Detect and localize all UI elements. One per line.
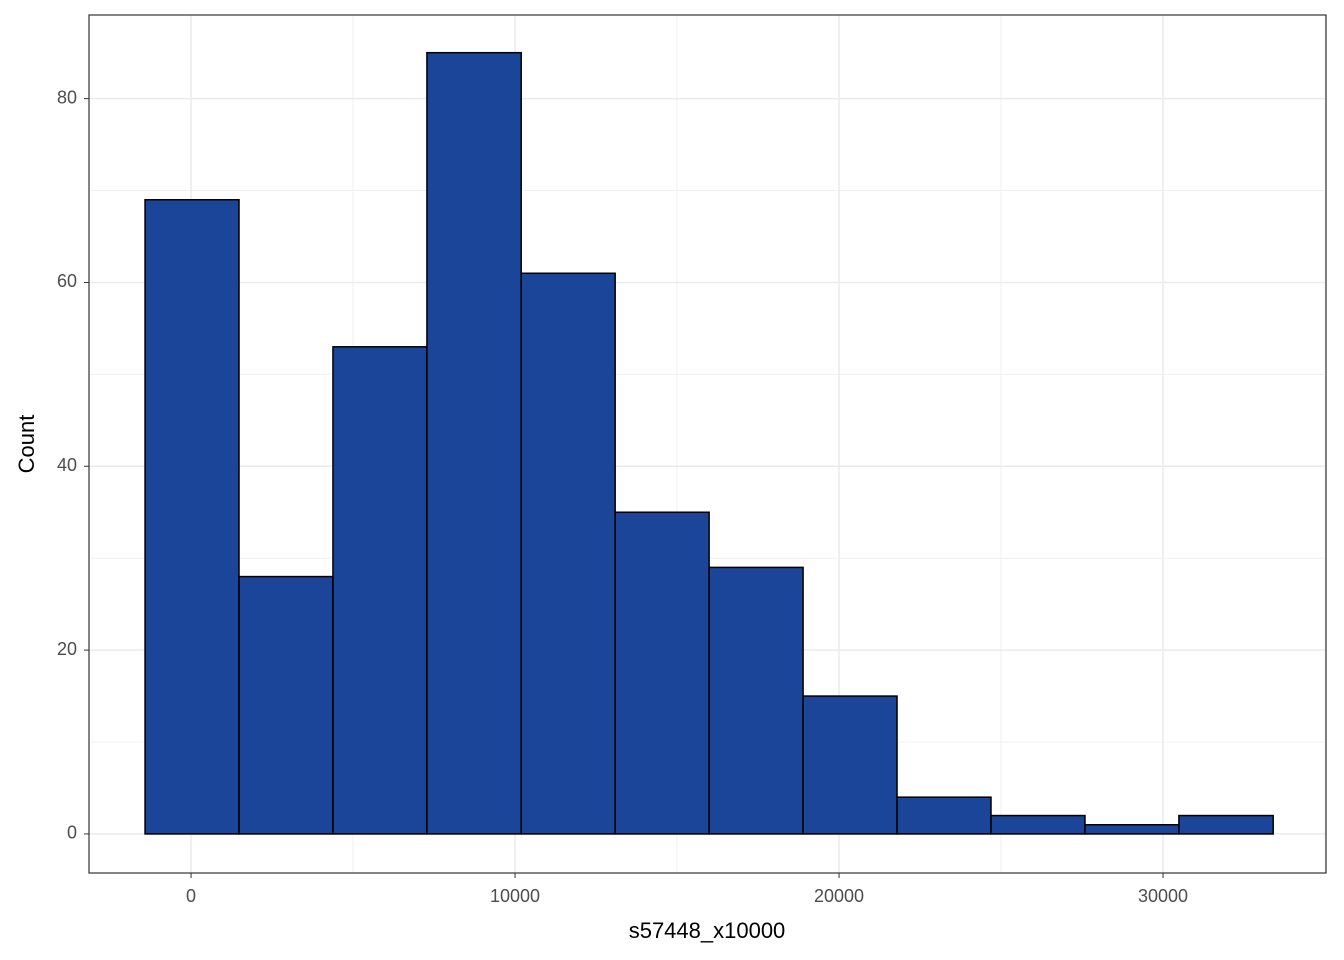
y-tick-label: 20 xyxy=(57,639,77,659)
bar xyxy=(1084,823,1180,835)
bar xyxy=(238,575,334,835)
bar xyxy=(802,695,898,835)
x-tick-label: 20000 xyxy=(814,886,864,906)
x-tick-label: 10000 xyxy=(490,886,540,906)
bar xyxy=(614,511,710,835)
panel-border xyxy=(88,14,1327,874)
bar xyxy=(708,566,804,835)
y-tick-label: 60 xyxy=(57,271,77,291)
bar xyxy=(1178,814,1274,835)
y-tick-label: 80 xyxy=(57,87,77,107)
bar xyxy=(896,796,992,835)
bar xyxy=(426,51,522,835)
x-axis-title: s57448_x10000 xyxy=(629,918,786,943)
bar xyxy=(520,272,616,835)
x-tick-label: 0 xyxy=(186,886,196,906)
y-tick-label: 40 xyxy=(57,455,77,475)
bar xyxy=(332,346,428,835)
x-tick-label: 30000 xyxy=(1138,886,1188,906)
bar xyxy=(990,814,1086,835)
y-tick-label: 0 xyxy=(67,823,77,843)
bar xyxy=(144,198,240,835)
y-axis-title: Count xyxy=(14,415,39,474)
